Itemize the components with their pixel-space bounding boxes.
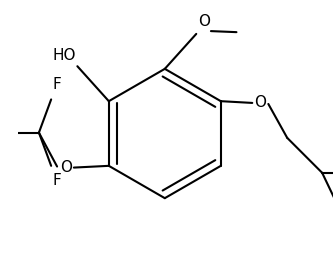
Text: O: O — [198, 14, 210, 29]
Text: HO: HO — [52, 48, 76, 63]
Text: F: F — [53, 173, 62, 188]
Text: O: O — [254, 95, 266, 110]
Text: F: F — [53, 78, 62, 92]
Text: O: O — [60, 160, 72, 175]
